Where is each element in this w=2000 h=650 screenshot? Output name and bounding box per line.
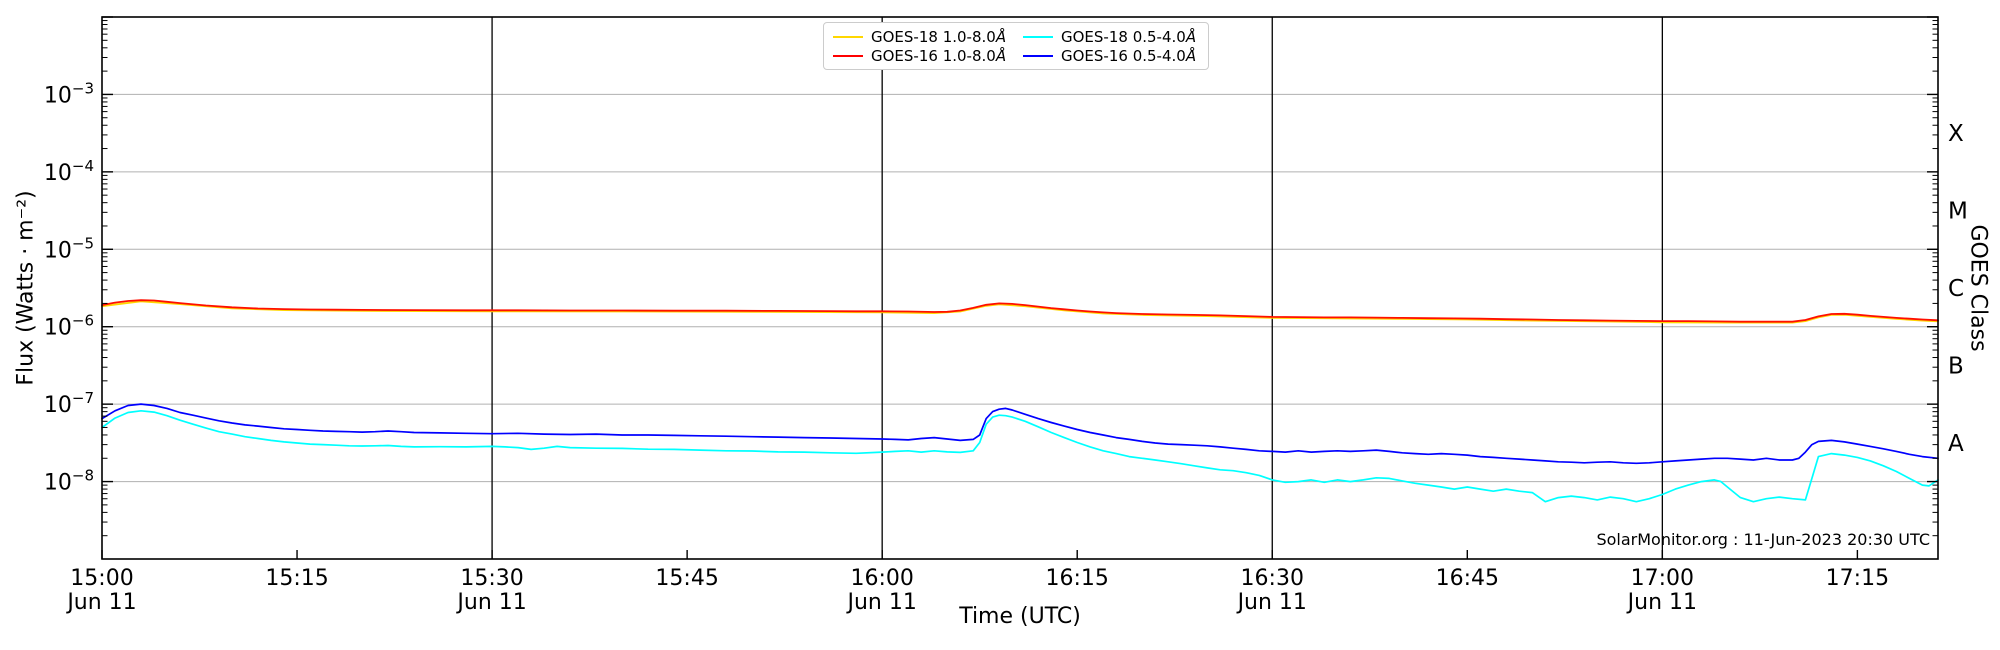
x-tick-label: 15:45 — [655, 566, 718, 591]
x-tick-label: 16:30 — [1241, 566, 1304, 591]
legend-swatch-goes16-long — [833, 54, 863, 57]
gridlines — [102, 17, 1938, 559]
y-tick-label: 10−8 — [44, 467, 94, 496]
y-tick-label: 10−4 — [44, 157, 94, 186]
x-tick-date-label: Jun 11 — [1626, 590, 1697, 615]
x-tick-date-label: Jun 11 — [1236, 590, 1307, 615]
goes-class-letter-C: C — [1948, 276, 1964, 302]
y-tick-labels: 10−8 10−7 10−6 10−5 10−4 10−3 — [44, 79, 94, 495]
y-axis-label: Flux (Watts · m⁻²) — [13, 190, 39, 386]
x-tick-label: 15:00 — [70, 566, 133, 591]
x-tick-date-label: Jun 11 — [845, 590, 916, 615]
y-tick-label: 10−7 — [44, 389, 94, 418]
x-tick-label: 16:15 — [1046, 566, 1109, 591]
x-tick-label: 17:15 — [1826, 566, 1889, 591]
y-tick-label: 10−5 — [44, 234, 94, 263]
x-tick-date-label: Jun 11 — [455, 590, 526, 615]
legend-swatch-goes18-long — [833, 35, 863, 38]
legend-label: GOES-16 0.5-4.0Å — [1061, 46, 1197, 65]
goes-class-letter-A: A — [1948, 431, 1964, 457]
series-line-goes18-short — [101, 409, 1939, 503]
y-tick-label: 10−6 — [44, 312, 94, 341]
right-axis-label: GOES Class — [1965, 224, 1991, 352]
legend-label: GOES-18 1.0-8.0Å — [871, 27, 1007, 46]
x-tick-label: 15:15 — [265, 566, 328, 591]
plot-border — [101, 16, 1939, 560]
x-tick-label: 16:45 — [1436, 566, 1499, 591]
axis-ticks — [101, 16, 1938, 559]
x-tick-date-label: Jun 11 — [65, 590, 136, 615]
legend-swatch-goes16-short — [1023, 54, 1053, 57]
x-tick-label: 16:00 — [850, 566, 913, 591]
legend: GOES-18 1.0-8.0Å GOES-16 1.0-8.0Å GOES-18 … — [823, 22, 1209, 70]
watermark-text: SolarMonitor.org : 11-Jun-2023 20:30 UTC — [1596, 530, 1930, 549]
goes-class-letters: X M C B A — [1948, 121, 1968, 457]
legend-item-goes18-long: GOES-18 1.0-8.0Å — [833, 27, 1009, 46]
y-tick-label: 10−3 — [44, 79, 94, 108]
goes-class-letter-M: M — [1948, 199, 1968, 225]
goes-class-letter-B: B — [1948, 353, 1964, 379]
x-axis-label: Time (UTC) — [959, 604, 1081, 629]
series-line-goes16-short — [101, 403, 1939, 465]
x-tick-label: 17:00 — [1631, 566, 1694, 591]
legend-swatch-goes18-short — [1023, 35, 1053, 38]
legend-item-goes16-short: GOES-16 0.5-4.0Å — [1023, 46, 1199, 65]
legend-label: GOES-18 0.5-4.0Å — [1061, 27, 1197, 46]
legend-item-goes18-short: GOES-18 0.5-4.0Å — [1023, 27, 1199, 46]
legend-item-goes16-long: GOES-16 1.0-8.0Å — [833, 46, 1009, 65]
legend-label: GOES-16 1.0-8.0Å — [871, 46, 1007, 65]
series-lines — [101, 299, 1939, 503]
series-line-goes16-long — [101, 299, 1939, 323]
goes-class-letter-X: X — [1948, 121, 1964, 147]
x-tick-label: 15:30 — [460, 566, 523, 591]
